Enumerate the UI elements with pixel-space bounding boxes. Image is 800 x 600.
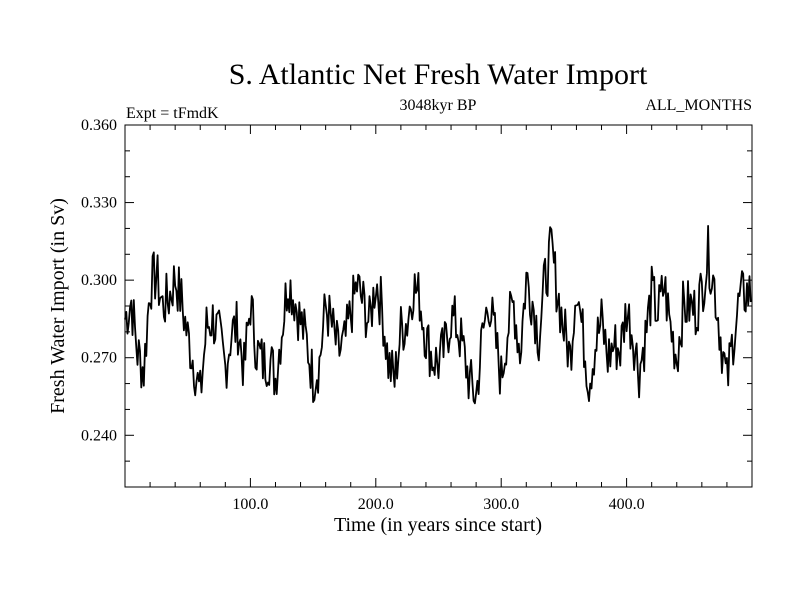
experiment-label: Expt = tFmdK	[126, 105, 219, 122]
x-tick-label: 400.0	[609, 496, 645, 513]
y-tick-label: 0.300	[81, 272, 117, 289]
y-axis: 0.240 0.270 0.300 0.330 0.360	[81, 117, 752, 488]
x-tick-label: 300.0	[483, 496, 519, 513]
x-axis: 100.0 200.0 300.0 400.0	[149, 125, 728, 513]
series-line	[124, 225, 752, 405]
months-label: ALL_MONTHS	[645, 97, 752, 114]
y-tick-label: 0.360	[81, 117, 117, 134]
x-tick-label: 200.0	[358, 496, 394, 513]
y-axis-label: Fresh Water Import (in Sv)	[47, 198, 69, 414]
x-tick-label: 100.0	[232, 496, 268, 513]
subtitle-label: 3048kyr BP	[400, 97, 477, 114]
y-tick-label: 0.270	[81, 350, 117, 367]
x-axis-label: Time (in years since start)	[334, 514, 542, 536]
chart-title: S. Atlantic Net Fresh Water Import	[229, 58, 648, 91]
y-tick-label: 0.240	[81, 427, 117, 444]
y-tick-label: 0.330	[81, 195, 117, 212]
